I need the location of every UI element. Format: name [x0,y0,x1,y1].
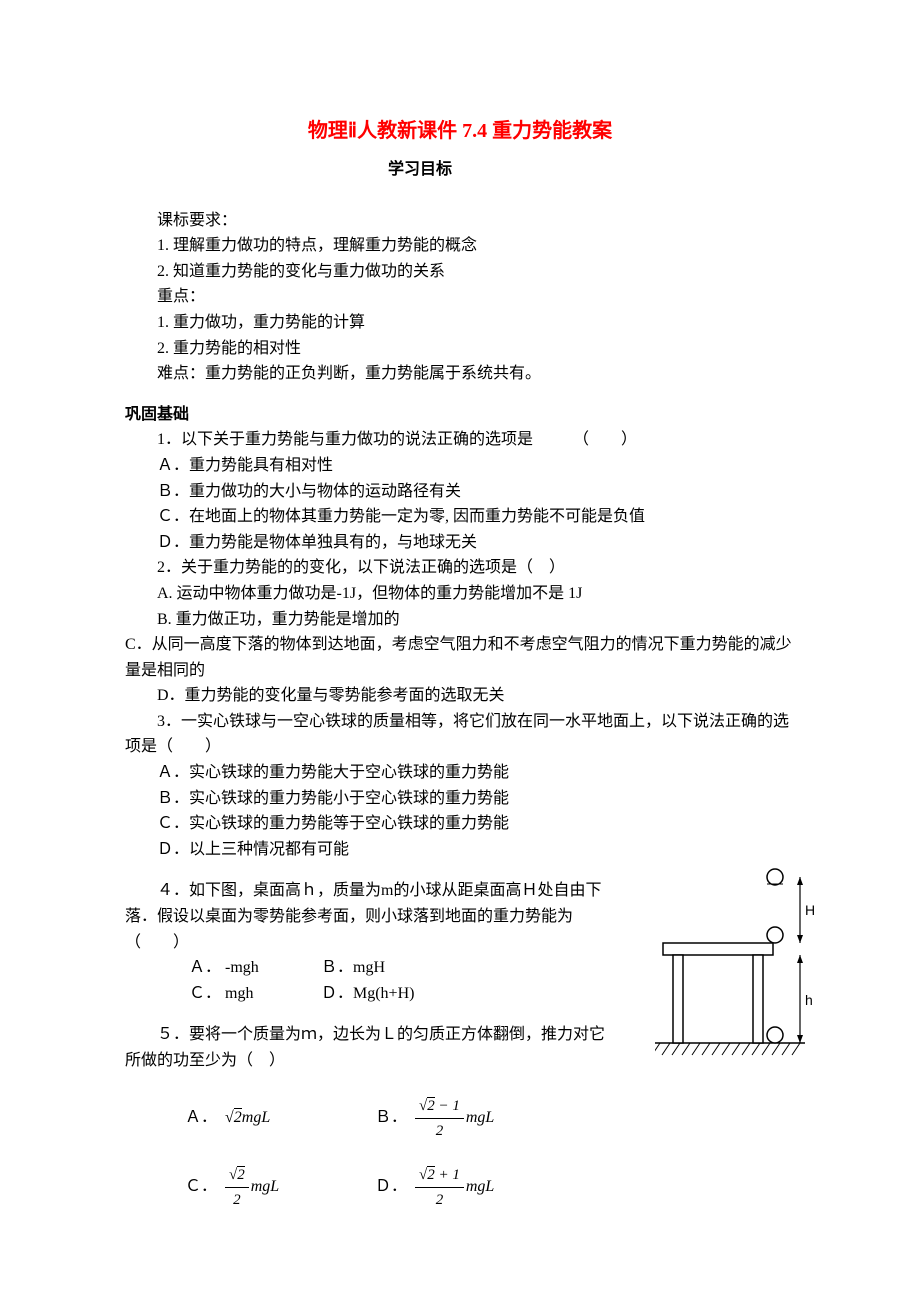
q5-c-label: Ｃ． [185,1174,217,1200]
nandian: 难点：重力势能的正负判断，重力势能属于系统共有。 [125,361,795,387]
q5-d-formula: √2 + 1 2 [415,1163,464,1212]
q5-b-mgl: mgL [466,1105,494,1131]
q3-a: Ａ．实心铁球的重力势能大于空心铁球的重力势能 [125,760,795,786]
q5-row2: Ｃ． √2 2 mgL Ｄ． √2 + 1 2 mgL [125,1163,795,1212]
subtitle: 学习目标 [45,157,795,183]
zhongdian-1: 1. 重力做功，重力势能的计算 [125,310,795,336]
q5-stem-text: ５．要将一个质量为ｍ，边长为Ｌ的匀质正方体翻倒，推力对它所做的功至少为（ ） [125,1026,605,1069]
diagram-H-label: H [805,902,815,918]
q1-d: Ｄ．重力势能是物体单独具有的，与地球无关 [125,530,795,556]
q1-a: Ａ．重力势能具有相对性 [125,453,795,479]
q2-b: B. 重力做正功，重力势能是增加的 [125,607,795,633]
q3-d: Ｄ．以上三种情况都有可能 [125,837,795,863]
q4-b: Ｂ．mgH [321,959,385,976]
q5-a-label: Ａ． [185,1105,217,1131]
kebiao-2: 2. 知道重力势能的变化与重力做功的关系 [125,259,795,285]
q3-c: Ｃ．实心铁球的重力势能等于空心铁球的重力势能 [125,811,795,837]
zhongdian-label: 重点： [125,284,795,310]
q5-d-mgl: mgL [466,1174,494,1200]
q3-stem-text: 3．一实心铁球与一空心铁球的质量相等，将它们放在同一水平地面上，以下说法正确的选… [125,713,789,756]
q1-stem: 1．以下关于重力势能与重力做功的说法正确的选项是 （ ） [125,427,795,453]
q4-a: Ａ． -mgh [157,955,317,981]
kebiao-1: 1. 理解重力做功的特点，理解重力势能的概念 [125,233,795,259]
kebiao-label: 课标要求： [125,208,795,234]
q5-c-formula: √2 2 [225,1163,249,1212]
diagram-h-label: h [805,992,813,1008]
q4-diagram: H h [655,865,815,1060]
q5-a-formula: √2mgL [225,1105,270,1131]
q1-c: Ｃ．在地面上的物体其重力势能一定为零, 因而重力势能不可能是负值 [125,504,795,530]
q1-b: Ｂ．重力做功的大小与物体的运动路径有关 [125,479,795,505]
q2-a: A. 运动中物体重力做功是-1J，但物体的重力势能增加不是 1J [125,581,795,607]
q5-d-label: Ｄ． [375,1174,407,1200]
zhongdian-2: 2. 重力势能的相对性 [125,336,795,362]
q3-stem: 3．一实心铁球与一空心铁球的质量相等，将它们放在同一水平地面上，以下说法正确的选… [125,709,795,760]
q5-row1: Ａ． √2mgL Ｂ． √2 − 1 2 mgL [125,1094,795,1143]
q5-b-formula: √2 − 1 2 [415,1094,464,1143]
q3-b: Ｂ．实心铁球的重力势能小于空心铁球的重力势能 [125,786,795,812]
q2-c: C．从同一高度下落的物体到达地面，考虑空气阻力和不考虑空气阻力的情况下重力势能的… [125,632,795,683]
q2-d: D．重力势能的变化量与零势能参考面的选取无关 [125,683,795,709]
document-page: 物理ⅱ人教新课件 7.4 重力势能教案 学习目标 课标要求： 1. 理解重力做功… [0,0,920,1292]
page-title: 物理ⅱ人教新课件 7.4 重力势能教案 [125,115,795,147]
q5-b-label: Ｂ． [375,1105,407,1131]
q4-d: Ｄ．Mg(h+H) [321,985,414,1002]
q5-c-mgl: mgL [251,1174,279,1200]
q4-stem-text: ４．如下图，桌面高ｈ，质量为m的小球从距桌面高Ｈ处自由下落．假设以桌面为零势能参… [125,882,601,950]
q2-stem: 2．关于重力势能的的变化，以下说法正确的选项是（ ） [125,555,795,581]
q4-c: Ｃ． mgh [157,981,317,1007]
section-gonggu: 巩固基础 [125,402,795,428]
